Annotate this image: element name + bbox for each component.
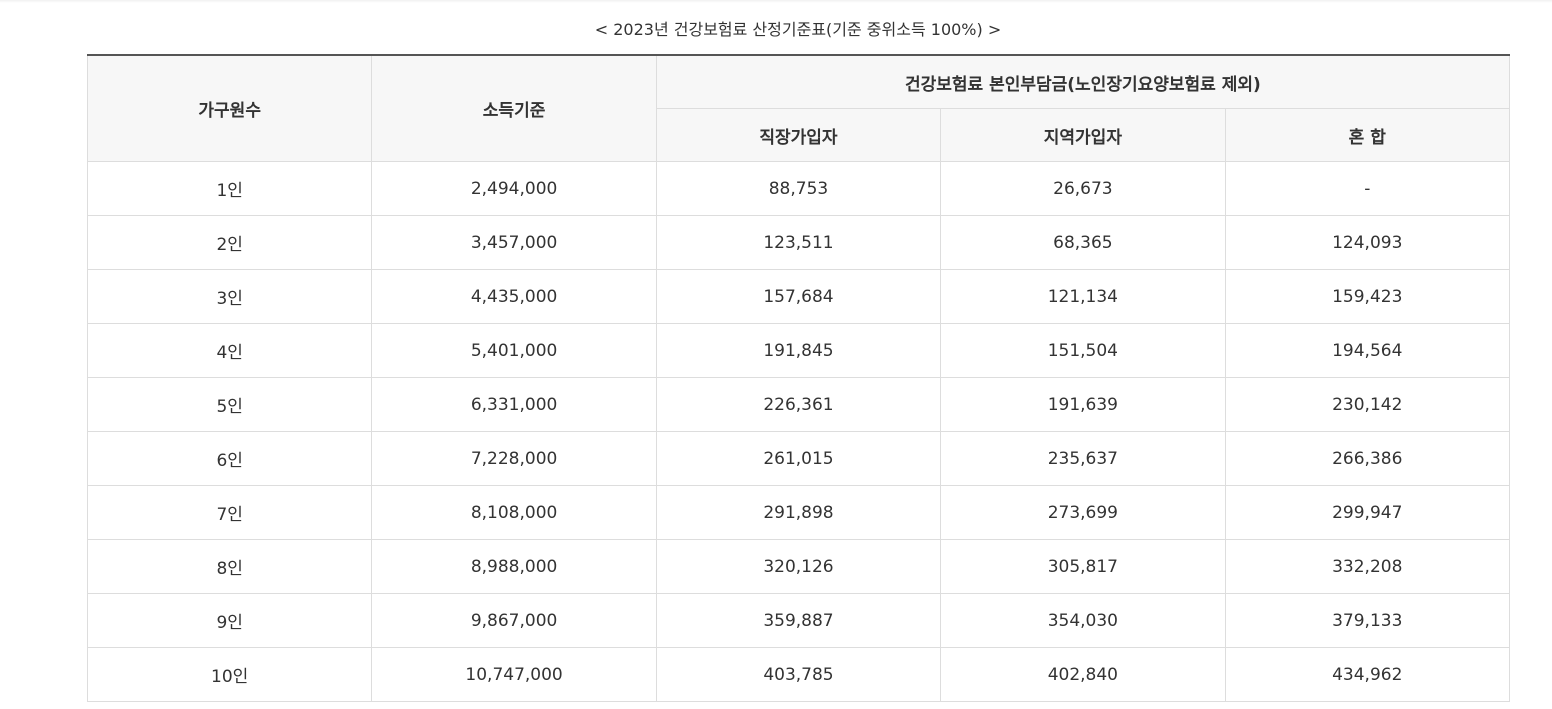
table-row: 7인 8,108,000 291,898 273,699 299,947: [86, 485, 1510, 540]
header-premium-group: 건강보험료 본인부담금(노인장기요양보험료 제외): [655, 54, 1510, 109]
table-row: 6인 7,228,000 261,015 235,637 266,386: [86, 431, 1510, 486]
cell-employee: 291,898: [655, 485, 942, 540]
cell-mixed: 230,142: [1224, 377, 1510, 432]
header-regional: 지역가입자: [940, 108, 1226, 162]
cell-employee: 123,511: [655, 215, 942, 270]
cell-household: 8인: [86, 539, 373, 594]
cell-mixed: 159,423: [1224, 269, 1510, 324]
cell-mixed: 299,947: [1224, 485, 1510, 540]
header-mixed: 혼 합: [1224, 108, 1510, 162]
cell-regional: 191,639: [940, 377, 1226, 432]
header-employee: 직장가입자: [655, 108, 942, 162]
cell-employee: 359,887: [655, 593, 942, 648]
table-row: 9인 9,867,000 359,887 354,030 379,133: [86, 593, 1510, 648]
cell-income: 5,401,000: [371, 323, 657, 378]
cell-income: 8,108,000: [371, 485, 657, 540]
cell-income: 4,435,000: [371, 269, 657, 324]
cell-income: 10,747,000: [371, 647, 657, 702]
cell-mixed: 332,208: [1224, 539, 1510, 594]
cell-regional: 151,504: [940, 323, 1226, 378]
table-row: 5인 6,331,000 226,361 191,639 230,142: [86, 377, 1510, 432]
cell-employee: 261,015: [655, 431, 942, 486]
cell-income: 7,228,000: [371, 431, 657, 486]
cell-mixed: 379,133: [1224, 593, 1510, 648]
header-household: 가구원수: [86, 54, 373, 162]
table-header: 가구원수 소득기준 건강보험료 본인부담금(노인장기요양보험료 제외) 직장가입…: [86, 54, 1510, 162]
table-body: 1인 2,494,000 88,753 26,673-2인 3,457,000 123,5…: [86, 161, 1510, 702]
cell-household: 7인: [86, 485, 373, 540]
header-income: 소득기준: [371, 54, 657, 162]
cell-regional: 68,365: [940, 215, 1226, 270]
cell-income: 9,867,000: [371, 593, 657, 648]
table-row: 4인 5,401,000 191,845 151,504 194,564: [86, 323, 1510, 378]
cell-household: 10인: [86, 647, 373, 702]
cell-employee: 226,361: [655, 377, 942, 432]
cell-household: 1인: [86, 161, 373, 216]
cell-regional: 121,134: [940, 269, 1226, 324]
cell-employee: 403,785: [655, 647, 942, 702]
cell-income: 8,988,000: [371, 539, 657, 594]
cell-regional: 26,673: [940, 161, 1226, 216]
premium-table: 가구원수 소득기준 건강보험료 본인부담금(노인장기요양보험료 제외) 직장가입…: [86, 54, 1510, 702]
cell-mixed: 266,386: [1224, 431, 1510, 486]
table-row: 8인 8,988,000 320,126 305,817 332,208: [86, 539, 1510, 594]
table-row: 2인 3,457,000 123,511 68,365 124,093: [86, 215, 1510, 270]
cell-household: 5인: [86, 377, 373, 432]
cell-regional: 354,030: [940, 593, 1226, 648]
header-row-2: 직장가입자 지역가입자 혼 합: [88, 108, 1510, 162]
cell-income: 6,331,000: [371, 377, 657, 432]
header-row-1: 가구원수 소득기준 건강보험료 본인부담금(노인장기요양보험료 제외): [86, 54, 1510, 162]
cell-regional: 305,817: [940, 539, 1226, 594]
cell-income: 3,457,000: [371, 215, 657, 270]
cell-regional: 273,699: [940, 485, 1226, 540]
cell-household: 4인: [86, 323, 373, 378]
cell-employee: 157,684: [655, 269, 942, 324]
cell-income: 2,494,000: [371, 161, 657, 216]
cell-employee: 88,753: [655, 161, 942, 216]
cell-household: 2인: [86, 215, 373, 270]
cell-regional: 402,840: [940, 647, 1226, 702]
table-row: 10인 10,747,000 403,785 402,840 434,962: [86, 647, 1510, 702]
top-shade: [0, 0, 1552, 3]
table-row: 3인 4,435,000 157,684 121,134 159,423: [86, 269, 1510, 324]
cell-mixed: 124,093: [1224, 215, 1510, 270]
table-row: 1인 2,494,000 88,753 26,673-: [86, 161, 1510, 216]
cell-mixed: 194,564: [1224, 323, 1510, 378]
cell-household: 3인: [86, 269, 373, 324]
cell-household: 9인: [86, 593, 373, 648]
cell-regional: 235,637: [940, 431, 1226, 486]
cell-employee: 320,126: [655, 539, 942, 594]
cell-employee: 191,845: [655, 323, 942, 378]
cell-household: 6인: [86, 431, 373, 486]
table-caption: < 2023년 건강보험료 산정기준표(기준 중위소득 100%) >: [594, 20, 1002, 39]
cell-mixed: -: [1224, 161, 1510, 216]
cell-mixed: 434,962: [1224, 647, 1510, 702]
